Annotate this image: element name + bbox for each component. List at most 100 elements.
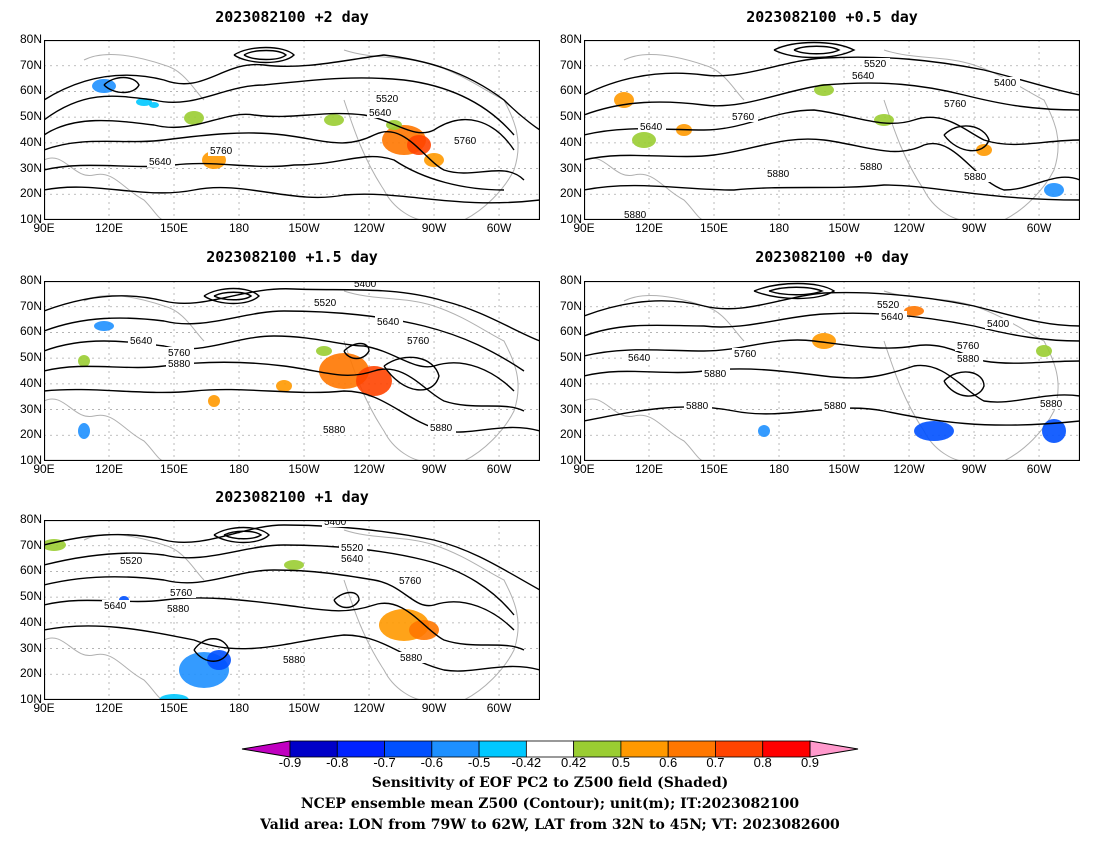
lon-tick-label: 180 bbox=[769, 462, 790, 476]
caption-line-1: Sensitivity of EOF PC2 to Z500 field (Sh… bbox=[371, 775, 729, 791]
sensitivity-shade bbox=[94, 321, 114, 331]
colorbar-tick-label: -0.8 bbox=[326, 755, 349, 770]
sensitivity-shade bbox=[904, 306, 924, 316]
colorbar-tick-label: 0.7 bbox=[706, 755, 725, 770]
z500-contour bbox=[44, 310, 525, 372]
sensitivity-shade bbox=[1036, 345, 1052, 357]
contour-label: 5880 bbox=[168, 359, 191, 370]
lat-tick-label: 60N bbox=[19, 83, 42, 98]
sensitivity-shade bbox=[324, 114, 344, 126]
lat-tick-label: 20N bbox=[559, 186, 582, 201]
z500-contour bbox=[44, 131, 525, 181]
z500-contour bbox=[44, 361, 525, 412]
panel-title: 2023082100 +1 day bbox=[215, 488, 369, 506]
z500-contour bbox=[44, 597, 525, 651]
caption-line-3: Valid area: LON from 79W to 62W, LAT fro… bbox=[260, 817, 840, 833]
z500-contour bbox=[213, 291, 253, 301]
sensitivity-shade bbox=[316, 346, 332, 356]
lon-tick-label: 120W bbox=[353, 221, 385, 235]
colorbar-tick-label: -0.9 bbox=[278, 755, 302, 770]
colorbar-max-arrow bbox=[809, 740, 859, 758]
lat-tick-label: 30N bbox=[19, 160, 42, 175]
z500-contour bbox=[584, 312, 1080, 342]
sensitivity-shade bbox=[1042, 419, 1066, 443]
lon-tick-label: 90E bbox=[573, 462, 595, 476]
lon-tick-label: 90W bbox=[961, 221, 987, 235]
z500-contour bbox=[584, 56, 1080, 96]
contour-label: 5640 bbox=[377, 317, 400, 328]
lat-tick-label: 60N bbox=[559, 324, 582, 339]
contour-label: 5880 bbox=[704, 369, 727, 380]
plot-frame bbox=[44, 520, 540, 700]
lat-tick-label: 70N bbox=[19, 57, 42, 72]
sensitivity-shade bbox=[409, 620, 439, 640]
contour-label: 5640 bbox=[130, 336, 153, 347]
lat-tick-label: 50N bbox=[19, 350, 42, 365]
lon-tick-label: 90E bbox=[33, 701, 55, 715]
lon-tick-label: 90W bbox=[421, 221, 447, 235]
lat-tick-label: 10N bbox=[19, 212, 42, 226]
contour-label: 5880 bbox=[860, 162, 883, 173]
contour-label: 5880 bbox=[1040, 399, 1063, 410]
z500-contour bbox=[44, 524, 540, 591]
z500-contour bbox=[44, 186, 540, 204]
contour-label: 5520 bbox=[376, 94, 399, 105]
lon-tick-label: 120W bbox=[353, 701, 385, 715]
lat-tick-label: 50N bbox=[19, 589, 42, 604]
sensitivity-shade bbox=[812, 333, 836, 349]
plot-frame bbox=[584, 281, 1080, 461]
lat-tick-label: 10N bbox=[559, 453, 582, 467]
colorbar-tick-label: 0.42 bbox=[560, 755, 587, 770]
sensitivity-shade bbox=[407, 135, 431, 155]
lat-tick-label: 80N bbox=[559, 273, 582, 287]
panel-title: 2023082100 +0.5 day bbox=[746, 8, 918, 26]
panel-title: 2023082100 +0 day bbox=[755, 248, 909, 266]
lon-tick-label: 90W bbox=[421, 701, 447, 715]
z500-contour bbox=[44, 112, 515, 151]
lat-tick-label: 40N bbox=[19, 134, 42, 149]
sensitivity-shade bbox=[632, 132, 656, 148]
sensitivity-shade bbox=[1044, 183, 1064, 197]
lat-tick-label: 30N bbox=[19, 640, 42, 655]
colorbar-tick-label: -0.7 bbox=[373, 755, 396, 770]
contour-label: 5640 bbox=[341, 554, 364, 565]
contour-label: 5880 bbox=[686, 401, 709, 412]
z500-contour bbox=[383, 356, 440, 391]
caption-line-2: NCEP ensemble mean Z500 (Contour); unit(… bbox=[300, 796, 800, 812]
sensitivity-shade bbox=[149, 102, 159, 108]
lon-tick-label: 60W bbox=[1026, 462, 1052, 476]
lon-tick-label: 60W bbox=[486, 701, 512, 715]
lon-tick-label: 90W bbox=[961, 462, 987, 476]
lat-tick-label: 20N bbox=[19, 427, 42, 442]
contour-label: 5640 bbox=[369, 108, 392, 119]
colorbar-tick-label: 0.8 bbox=[753, 755, 772, 770]
lat-tick-label: 70N bbox=[19, 298, 42, 313]
lon-tick-label: 60W bbox=[486, 462, 512, 476]
contour-label: 5760 bbox=[732, 112, 755, 123]
lon-tick-label: 150W bbox=[288, 701, 320, 715]
lat-tick-label: 60N bbox=[19, 324, 42, 339]
lat-tick-label: 20N bbox=[19, 666, 42, 681]
contour-label: 5520 bbox=[864, 59, 887, 70]
sensitivity-shade bbox=[814, 84, 834, 96]
coastline bbox=[343, 579, 425, 700]
contour-label: 5880 bbox=[964, 172, 987, 183]
coastline bbox=[584, 398, 705, 461]
lon-tick-label: 180 bbox=[229, 221, 250, 235]
lon-tick-label: 120E bbox=[94, 221, 124, 235]
lon-tick-label: 90E bbox=[573, 221, 595, 235]
lat-tick-label: 50N bbox=[559, 350, 582, 365]
z500-contour bbox=[768, 286, 824, 296]
contour-label: 5400 bbox=[354, 281, 377, 290]
contour-label: 5880 bbox=[824, 401, 847, 412]
lon-tick-label: 90W bbox=[421, 462, 447, 476]
coastline bbox=[44, 637, 165, 700]
z500-contour bbox=[584, 184, 1080, 201]
lon-tick-label: 60W bbox=[1026, 221, 1052, 235]
z500-contour bbox=[44, 569, 515, 631]
coastline bbox=[623, 54, 745, 101]
